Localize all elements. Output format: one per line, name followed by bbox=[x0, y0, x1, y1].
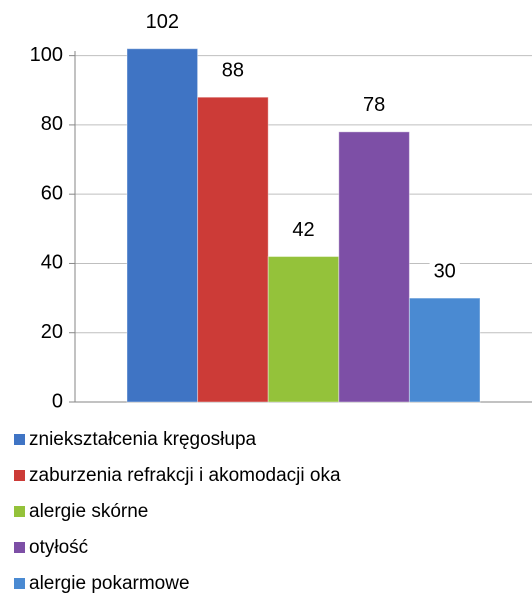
y-tick-label: 0 bbox=[52, 390, 63, 412]
data-label: 78 bbox=[363, 94, 385, 116]
data-label: 42 bbox=[292, 219, 314, 241]
bar bbox=[338, 131, 410, 403]
legend-swatch bbox=[14, 542, 25, 553]
bar bbox=[126, 48, 199, 403]
bar bbox=[267, 256, 340, 403]
legend-swatch bbox=[14, 470, 25, 481]
legend-swatch bbox=[14, 434, 25, 445]
data-label: 88 bbox=[222, 59, 244, 81]
data-label-bg bbox=[217, 57, 249, 84]
legend-label: alergie skórne bbox=[29, 501, 148, 522]
y-tick-label: 20 bbox=[41, 321, 63, 343]
data-label: 30 bbox=[434, 260, 456, 282]
y-tick-label: 100 bbox=[30, 44, 63, 66]
bar bbox=[197, 96, 269, 403]
legend-swatch bbox=[14, 506, 25, 517]
y-tick-label: 80 bbox=[41, 113, 63, 135]
legend-label: zaburzenia refrakcji i akomodacji oka bbox=[29, 465, 341, 486]
data-label-bg bbox=[141, 8, 183, 35]
y-tick-label: 40 bbox=[41, 252, 63, 274]
legend-label: otyłość bbox=[29, 537, 88, 558]
legend-label: zniekształcenia kręgosłupa bbox=[29, 429, 257, 450]
data-label-bg bbox=[288, 216, 319, 243]
y-tick-label: 60 bbox=[41, 182, 63, 204]
legend-swatch bbox=[14, 578, 25, 589]
data-label-bg bbox=[358, 92, 390, 119]
legend-label: alergie pokarmowe bbox=[29, 573, 190, 594]
data-label: 102 bbox=[146, 11, 179, 33]
bar bbox=[408, 297, 481, 403]
data-label-bg bbox=[429, 258, 460, 285]
